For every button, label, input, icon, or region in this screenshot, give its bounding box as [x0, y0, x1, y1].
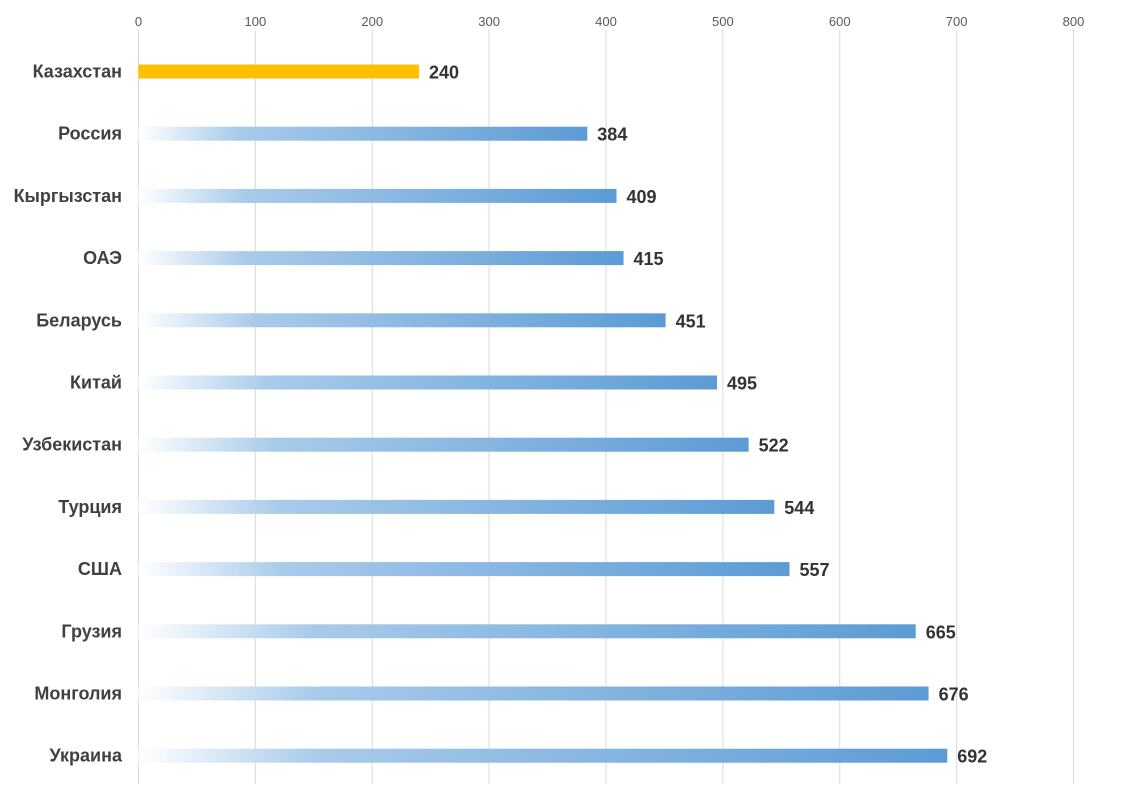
category-label: Украина — [50, 746, 123, 766]
data-label: 495 — [727, 374, 757, 394]
data-label: 522 — [759, 436, 789, 456]
category-label: ОАЭ — [83, 248, 122, 268]
data-label: 544 — [784, 498, 814, 518]
data-label: 692 — [957, 747, 987, 767]
x-axis-ticks: 0 100 200 300 400 500 600 700 800 — [135, 14, 1084, 29]
x-tick-label: 800 — [1063, 14, 1085, 29]
data-label: 451 — [676, 311, 706, 331]
value-labels: 240 384 409 415 451 495 522 544 557 665 676 692 — [429, 63, 987, 767]
data-label: 676 — [939, 685, 969, 705]
category-label: Казахстан — [33, 62, 122, 82]
category-label: Узбекистан — [22, 435, 122, 455]
bar — [138, 624, 916, 639]
bar — [138, 188, 617, 203]
data-label: 384 — [597, 125, 627, 145]
bars — [138, 64, 948, 763]
bar — [138, 251, 624, 266]
data-label: 409 — [627, 187, 657, 207]
data-label: 240 — [429, 63, 459, 83]
category-label: Кыргызстан — [14, 186, 122, 206]
x-tick-label: 600 — [829, 14, 851, 29]
category-labels: Казахстан Россия Кыргызстан ОАЭ Беларусь Кита… — [14, 62, 123, 766]
x-tick-label: 0 — [135, 14, 142, 29]
x-tick-label: 200 — [361, 14, 383, 29]
x-tick-label: 700 — [946, 14, 968, 29]
bar — [138, 64, 419, 79]
x-tick-label: 100 — [245, 14, 267, 29]
bar — [138, 562, 790, 577]
category-label: Россия — [58, 124, 122, 144]
data-label: 557 — [799, 560, 829, 580]
bar — [138, 748, 948, 763]
category-label: Китай — [70, 373, 122, 393]
category-label: Турция — [58, 497, 122, 517]
gridlines — [138, 30, 1074, 784]
x-tick-label: 300 — [478, 14, 500, 29]
bar — [138, 375, 718, 390]
data-label: 665 — [926, 622, 956, 642]
category-label: Беларусь — [36, 310, 122, 330]
x-tick-label: 400 — [595, 14, 617, 29]
bar — [138, 126, 588, 141]
data-label: 415 — [634, 249, 664, 269]
x-tick-label: 500 — [712, 14, 734, 29]
category-label: Грузия — [61, 621, 122, 641]
bar — [138, 313, 666, 328]
category-label: США — [78, 559, 122, 579]
bar — [138, 499, 775, 514]
bar — [138, 437, 749, 452]
bar — [138, 686, 929, 701]
category-label: Монголия — [34, 684, 122, 704]
